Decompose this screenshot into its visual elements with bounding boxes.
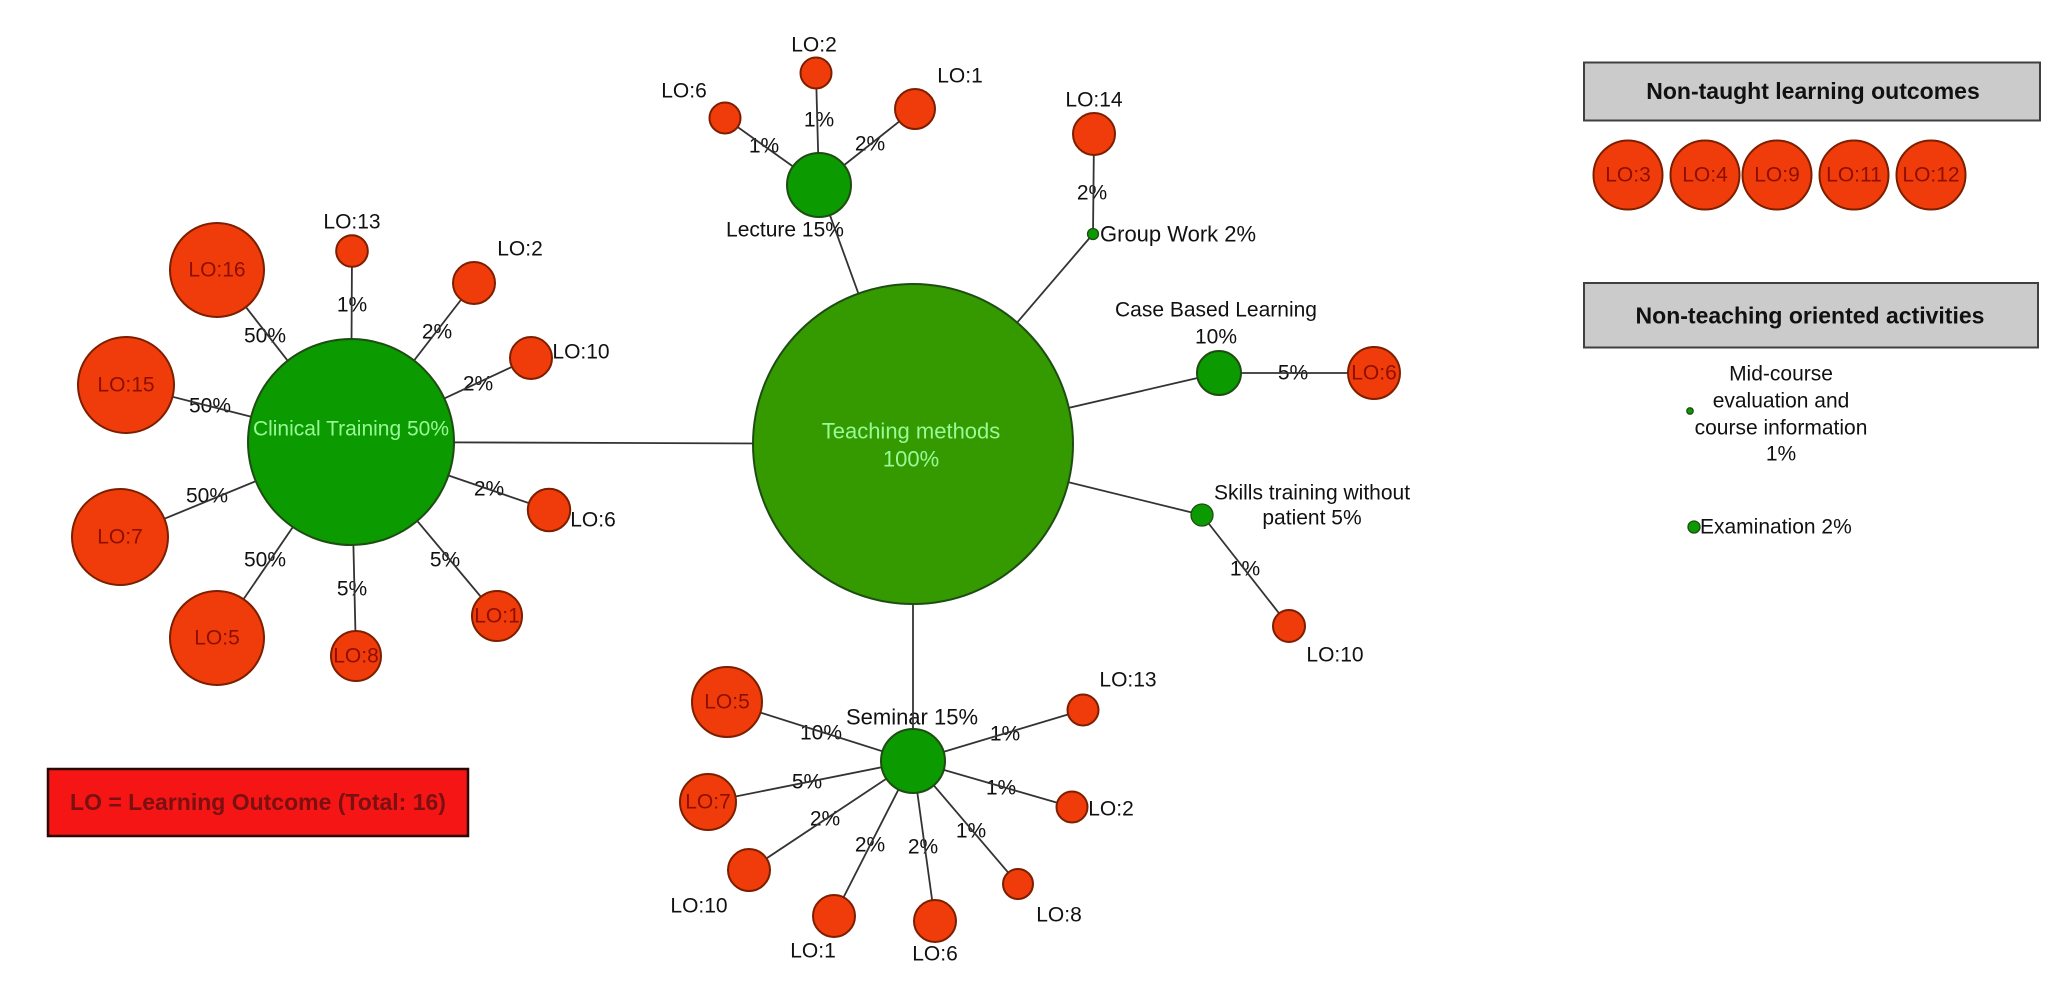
svg-text:LO:16: LO:16 bbox=[188, 259, 245, 282]
svg-text:1%: 1% bbox=[1766, 443, 1796, 466]
svg-text:LO:4: LO:4 bbox=[1682, 164, 1728, 187]
svg-text:5%: 5% bbox=[337, 578, 367, 601]
svg-text:Non-taught learning outcomes: Non-taught learning outcomes bbox=[1646, 78, 1980, 104]
svg-text:LO:7: LO:7 bbox=[685, 791, 731, 814]
svg-text:LO:15: LO:15 bbox=[97, 374, 154, 397]
svg-text:LO:5: LO:5 bbox=[194, 627, 240, 650]
svg-text:50%: 50% bbox=[186, 485, 228, 508]
svg-text:LO:2: LO:2 bbox=[1088, 798, 1134, 821]
svg-text:LO:13: LO:13 bbox=[1099, 669, 1156, 692]
svg-text:Non-teaching oriented activiti: Non-teaching oriented activities bbox=[1636, 303, 1985, 329]
svg-text:course information: course information bbox=[1695, 417, 1868, 440]
svg-text:LO:12: LO:12 bbox=[1902, 164, 1959, 187]
svg-text:LO:2: LO:2 bbox=[791, 34, 837, 57]
svg-text:LO = Learning Outcome (Total:: LO = Learning Outcome (Total: 16) bbox=[70, 789, 446, 815]
svg-text:LO:14: LO:14 bbox=[1065, 89, 1123, 112]
svg-text:Lecture 15%: Lecture 15% bbox=[726, 219, 844, 242]
svg-text:LO:7: LO:7 bbox=[97, 526, 143, 549]
svg-text:LO:10: LO:10 bbox=[552, 341, 609, 364]
svg-text:LO:8: LO:8 bbox=[1036, 904, 1082, 927]
svg-text:2%: 2% bbox=[908, 836, 938, 859]
svg-text:LO:9: LO:9 bbox=[1754, 164, 1800, 187]
svg-text:patient 5%: patient 5% bbox=[1262, 507, 1361, 530]
svg-text:10%: 10% bbox=[1195, 326, 1237, 349]
svg-text:Clinical Training 50%: Clinical Training 50% bbox=[253, 418, 449, 441]
svg-text:LO:3: LO:3 bbox=[1605, 164, 1651, 187]
svg-text:LO:1: LO:1 bbox=[790, 940, 836, 963]
svg-text:Seminar 15%: Seminar 15% bbox=[846, 705, 978, 730]
svg-text:5%: 5% bbox=[430, 549, 460, 572]
svg-text:2%: 2% bbox=[463, 373, 493, 396]
svg-text:Mid-course: Mid-course bbox=[1729, 363, 1833, 386]
svg-text:LO:6: LO:6 bbox=[661, 80, 707, 103]
svg-text:50%: 50% bbox=[244, 325, 286, 348]
svg-text:LO:2: LO:2 bbox=[497, 238, 543, 261]
svg-text:50%: 50% bbox=[244, 549, 286, 572]
svg-text:1%: 1% bbox=[804, 109, 834, 132]
svg-text:1%: 1% bbox=[986, 777, 1016, 800]
svg-text:evaluation and: evaluation and bbox=[1713, 390, 1850, 413]
svg-text:LO:8: LO:8 bbox=[333, 645, 379, 668]
svg-text:LO:6: LO:6 bbox=[1351, 362, 1397, 385]
svg-text:LO:10: LO:10 bbox=[670, 895, 727, 918]
svg-text:10%: 10% bbox=[800, 722, 842, 745]
svg-text:Skills training without: Skills training without bbox=[1214, 482, 1410, 505]
svg-text:Teaching methods: Teaching methods bbox=[822, 419, 1001, 444]
svg-text:LO:13: LO:13 bbox=[323, 211, 380, 234]
svg-text:1%: 1% bbox=[956, 820, 986, 843]
svg-text:Case Based Learning: Case Based Learning bbox=[1115, 299, 1317, 322]
svg-text:LO:6: LO:6 bbox=[912, 943, 958, 966]
svg-text:LO:5: LO:5 bbox=[704, 691, 750, 714]
svg-text:Examination 2%: Examination 2% bbox=[1700, 516, 1852, 539]
svg-text:LO:10: LO:10 bbox=[1306, 644, 1363, 667]
svg-text:LO:1: LO:1 bbox=[474, 605, 520, 628]
svg-text:LO:1: LO:1 bbox=[937, 65, 983, 88]
svg-text:100%: 100% bbox=[883, 447, 939, 472]
svg-text:LO:6: LO:6 bbox=[570, 509, 616, 532]
svg-text:LO:11: LO:11 bbox=[1826, 164, 1882, 187]
svg-text:2%: 2% bbox=[1077, 182, 1107, 205]
svg-text:Group Work 2%: Group Work 2% bbox=[1100, 222, 1256, 247]
